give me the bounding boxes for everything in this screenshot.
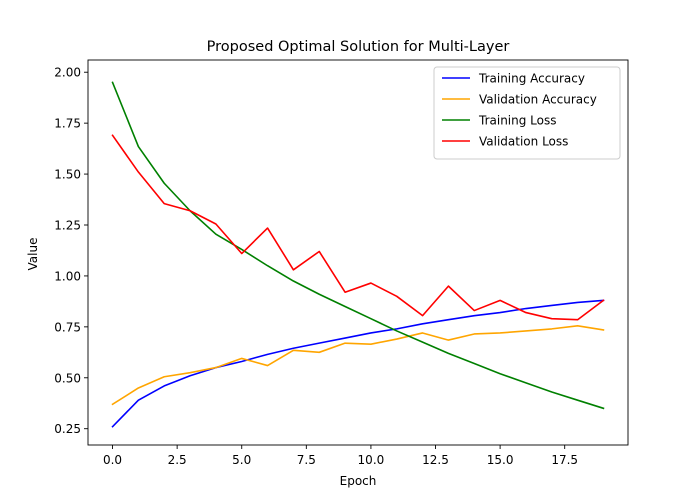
chart-title: Proposed Optimal Solution for Multi-Laye… — [207, 39, 510, 55]
y-tick-label: 0.50 — [54, 371, 81, 385]
x-tick-label: 5.0 — [232, 453, 251, 467]
x-tick-label: 17.5 — [551, 453, 578, 467]
y-tick-label: 2.00 — [54, 66, 81, 80]
y-tick-label: 0.75 — [54, 320, 81, 334]
x-tick-label: 0.0 — [103, 453, 122, 467]
series-line-validation-accuracy — [111, 325, 605, 406]
x-tick-label: 10.0 — [358, 453, 385, 467]
y-tick-label: 1.25 — [54, 219, 81, 233]
x-tick-label: 12.5 — [422, 453, 449, 467]
legend: Training Accuracy Validation Accuracy Trai… — [433, 66, 621, 160]
x-tick-label: 15.0 — [487, 453, 514, 467]
legend-label: Validation Loss — [479, 135, 568, 149]
x-axis-label: Epoch — [340, 474, 377, 488]
series-line-training-loss — [111, 81, 605, 410]
legend-label: Training Accuracy — [478, 72, 585, 86]
legend-label: Training Loss — [478, 114, 556, 128]
y-tick-label: 0.25 — [54, 422, 81, 436]
plot-area — [87, 59, 629, 446]
series-line-training-accuracy — [111, 299, 605, 428]
y-tick-label: 1.00 — [54, 269, 81, 283]
series-line-validation-loss — [111, 134, 605, 321]
axes-frame — [87, 59, 629, 446]
x-tick-label: 7.5 — [297, 453, 316, 467]
y-axis: 0.25 0.50 0.75 1.00 1.25 1.50 1.75 2.00 — [54, 66, 88, 436]
y-tick-label: 1.75 — [54, 117, 81, 131]
x-tick-label: 2.5 — [168, 453, 187, 467]
y-axis-label: Value — [26, 238, 40, 271]
legend-label: Validation Accuracy — [479, 93, 597, 107]
x-axis: 0.0 2.5 5.0 7.5 10.0 12.5 15.0 17.5 — [103, 445, 578, 467]
y-tick-label: 1.50 — [54, 168, 81, 182]
legend-box — [433, 66, 621, 160]
